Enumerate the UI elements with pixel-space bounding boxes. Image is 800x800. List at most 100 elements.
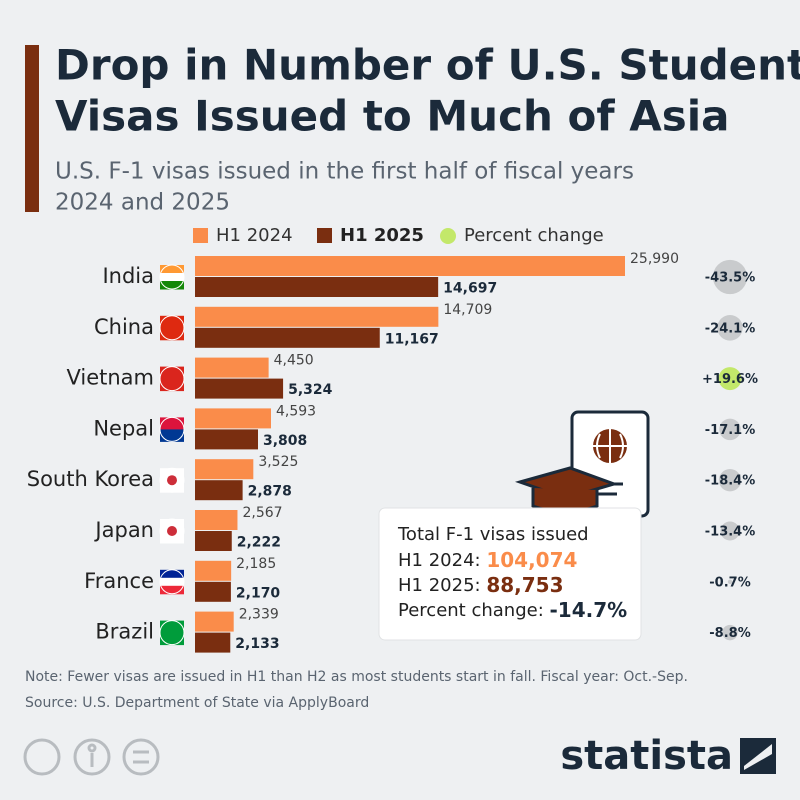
value-label: 11,167 — [385, 331, 439, 347]
percent-bubble — [718, 469, 742, 492]
value-label: 14,697 — [443, 281, 497, 297]
category-label: Nepal — [93, 416, 154, 440]
note: Note: Fewer visas are issued in H1 than … — [25, 669, 688, 685]
flag-stripe — [160, 577, 184, 587]
percent-label: -18.4% — [705, 474, 756, 489]
bar — [195, 531, 232, 551]
category-label: Vietnam — [66, 366, 154, 390]
value-label: 2,133 — [235, 636, 279, 652]
summary-value: 104,074 — [486, 548, 577, 572]
value-label: 5,324 — [288, 382, 333, 398]
flag — [159, 264, 185, 290]
value-label: 4,450 — [274, 353, 314, 369]
legend-swatch — [317, 228, 332, 243]
bar — [195, 357, 269, 378]
category-label: South Korea — [27, 467, 154, 491]
bar — [195, 510, 238, 530]
title-accent — [25, 45, 39, 212]
flag — [159, 315, 185, 341]
percent-label: -24.1% — [705, 321, 756, 336]
legend-swatch — [440, 228, 456, 244]
flag-stripe — [160, 281, 184, 290]
flag-stripe — [160, 417, 184, 430]
flag-border — [159, 264, 185, 290]
value-label: 2,185 — [236, 556, 276, 572]
summary-value: 88,753 — [486, 573, 563, 597]
flag — [159, 518, 185, 544]
percent-label: -43.5% — [705, 271, 756, 286]
bar — [195, 277, 439, 297]
title: Drop in Number of U.S. Student — [55, 41, 800, 90]
value-label: 2,170 — [236, 585, 281, 601]
flag — [159, 569, 185, 595]
value-label: 2,339 — [239, 607, 279, 623]
percent-label: -0.7% — [709, 575, 750, 590]
source: Source: U.S. Department of State via App… — [25, 695, 369, 711]
bar — [195, 429, 259, 450]
flag-stripe — [160, 273, 184, 282]
summary-row: H1 2025: 88,753 — [398, 573, 564, 597]
percent-bubble — [727, 579, 733, 584]
percent-bubble — [718, 367, 742, 391]
bar — [195, 560, 232, 581]
value-label: 25,990 — [630, 251, 679, 267]
flag-border — [159, 366, 185, 392]
flag — [159, 620, 185, 646]
bar — [195, 327, 380, 348]
bar — [195, 581, 231, 602]
percent-bubble — [722, 624, 738, 641]
license-icons — [23, 738, 160, 776]
flag-stripe — [160, 429, 184, 442]
bar — [195, 256, 625, 276]
brand-logo: statista — [560, 733, 733, 779]
summary-title: Total F-1 visas issued — [397, 524, 589, 545]
bar — [195, 306, 439, 327]
flag — [159, 416, 185, 442]
value-label: 2,878 — [248, 484, 292, 500]
flag-border — [159, 416, 185, 442]
summary-box: Total F-1 visas issued H1 2024: 104,074 … — [378, 507, 642, 641]
subtitle: 2024 and 2025 — [55, 190, 230, 216]
summary-row: Percent change: -14.7% — [398, 598, 627, 622]
percent-bubble — [719, 418, 741, 441]
percent-label: +19.6% — [702, 372, 758, 387]
summary-label: H1 2024: — [398, 550, 481, 571]
percent-label: -8.8% — [709, 626, 750, 641]
flag-border — [159, 569, 185, 595]
percent-label: -13.4% — [705, 525, 756, 540]
summary-value: -14.7% — [550, 598, 628, 622]
value-label: 3,525 — [258, 454, 298, 470]
flag-stripe — [160, 585, 184, 595]
legend-label: H1 2025 — [340, 225, 424, 246]
category-label: France — [84, 569, 154, 593]
category-label: China — [94, 315, 154, 339]
flag — [159, 366, 185, 392]
passport-icon — [514, 410, 650, 518]
legend-label: H1 2024 — [216, 225, 293, 246]
value-label: 3,808 — [263, 433, 307, 449]
value-label: 2,222 — [237, 535, 281, 551]
value-label: 14,709 — [443, 302, 492, 318]
subtitle: U.S. F-1 visas issued in the first half … — [55, 159, 634, 185]
flag-stripe — [160, 569, 184, 579]
percent-bubble — [712, 259, 748, 295]
bar — [195, 459, 254, 480]
flag — [159, 467, 185, 493]
bar — [195, 378, 284, 399]
flag-emblem — [167, 475, 177, 486]
title: Visas Issued to Much of Asia — [55, 92, 729, 141]
flag-border — [159, 315, 185, 341]
summary-label: H1 2025: — [398, 575, 481, 596]
legend-swatch — [193, 228, 208, 243]
category-label: India — [102, 264, 154, 288]
flag-border — [159, 620, 185, 646]
summary-row: H1 2024: 104,074 — [398, 548, 577, 572]
category-label: Japan — [93, 518, 154, 542]
bar — [195, 480, 243, 501]
percent-label: -17.1% — [705, 423, 756, 438]
flag-stripe — [160, 265, 184, 274]
brand-mark — [744, 744, 772, 770]
percent-bubble — [717, 315, 743, 341]
flag-border — [159, 467, 185, 493]
